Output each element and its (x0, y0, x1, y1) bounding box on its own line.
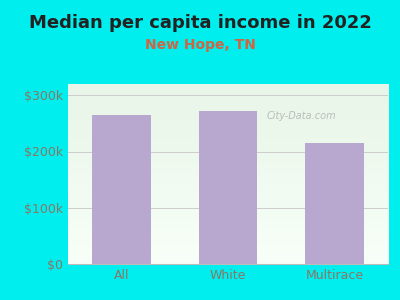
Bar (92, 115, 151, 264)
Bar (305, 143, 364, 264)
Bar (199, 111, 257, 264)
Text: Median per capita income in 2022: Median per capita income in 2022 (28, 14, 372, 32)
Text: New Hope, TN: New Hope, TN (144, 38, 256, 52)
Text: City-Data.com: City-Data.com (267, 111, 336, 122)
